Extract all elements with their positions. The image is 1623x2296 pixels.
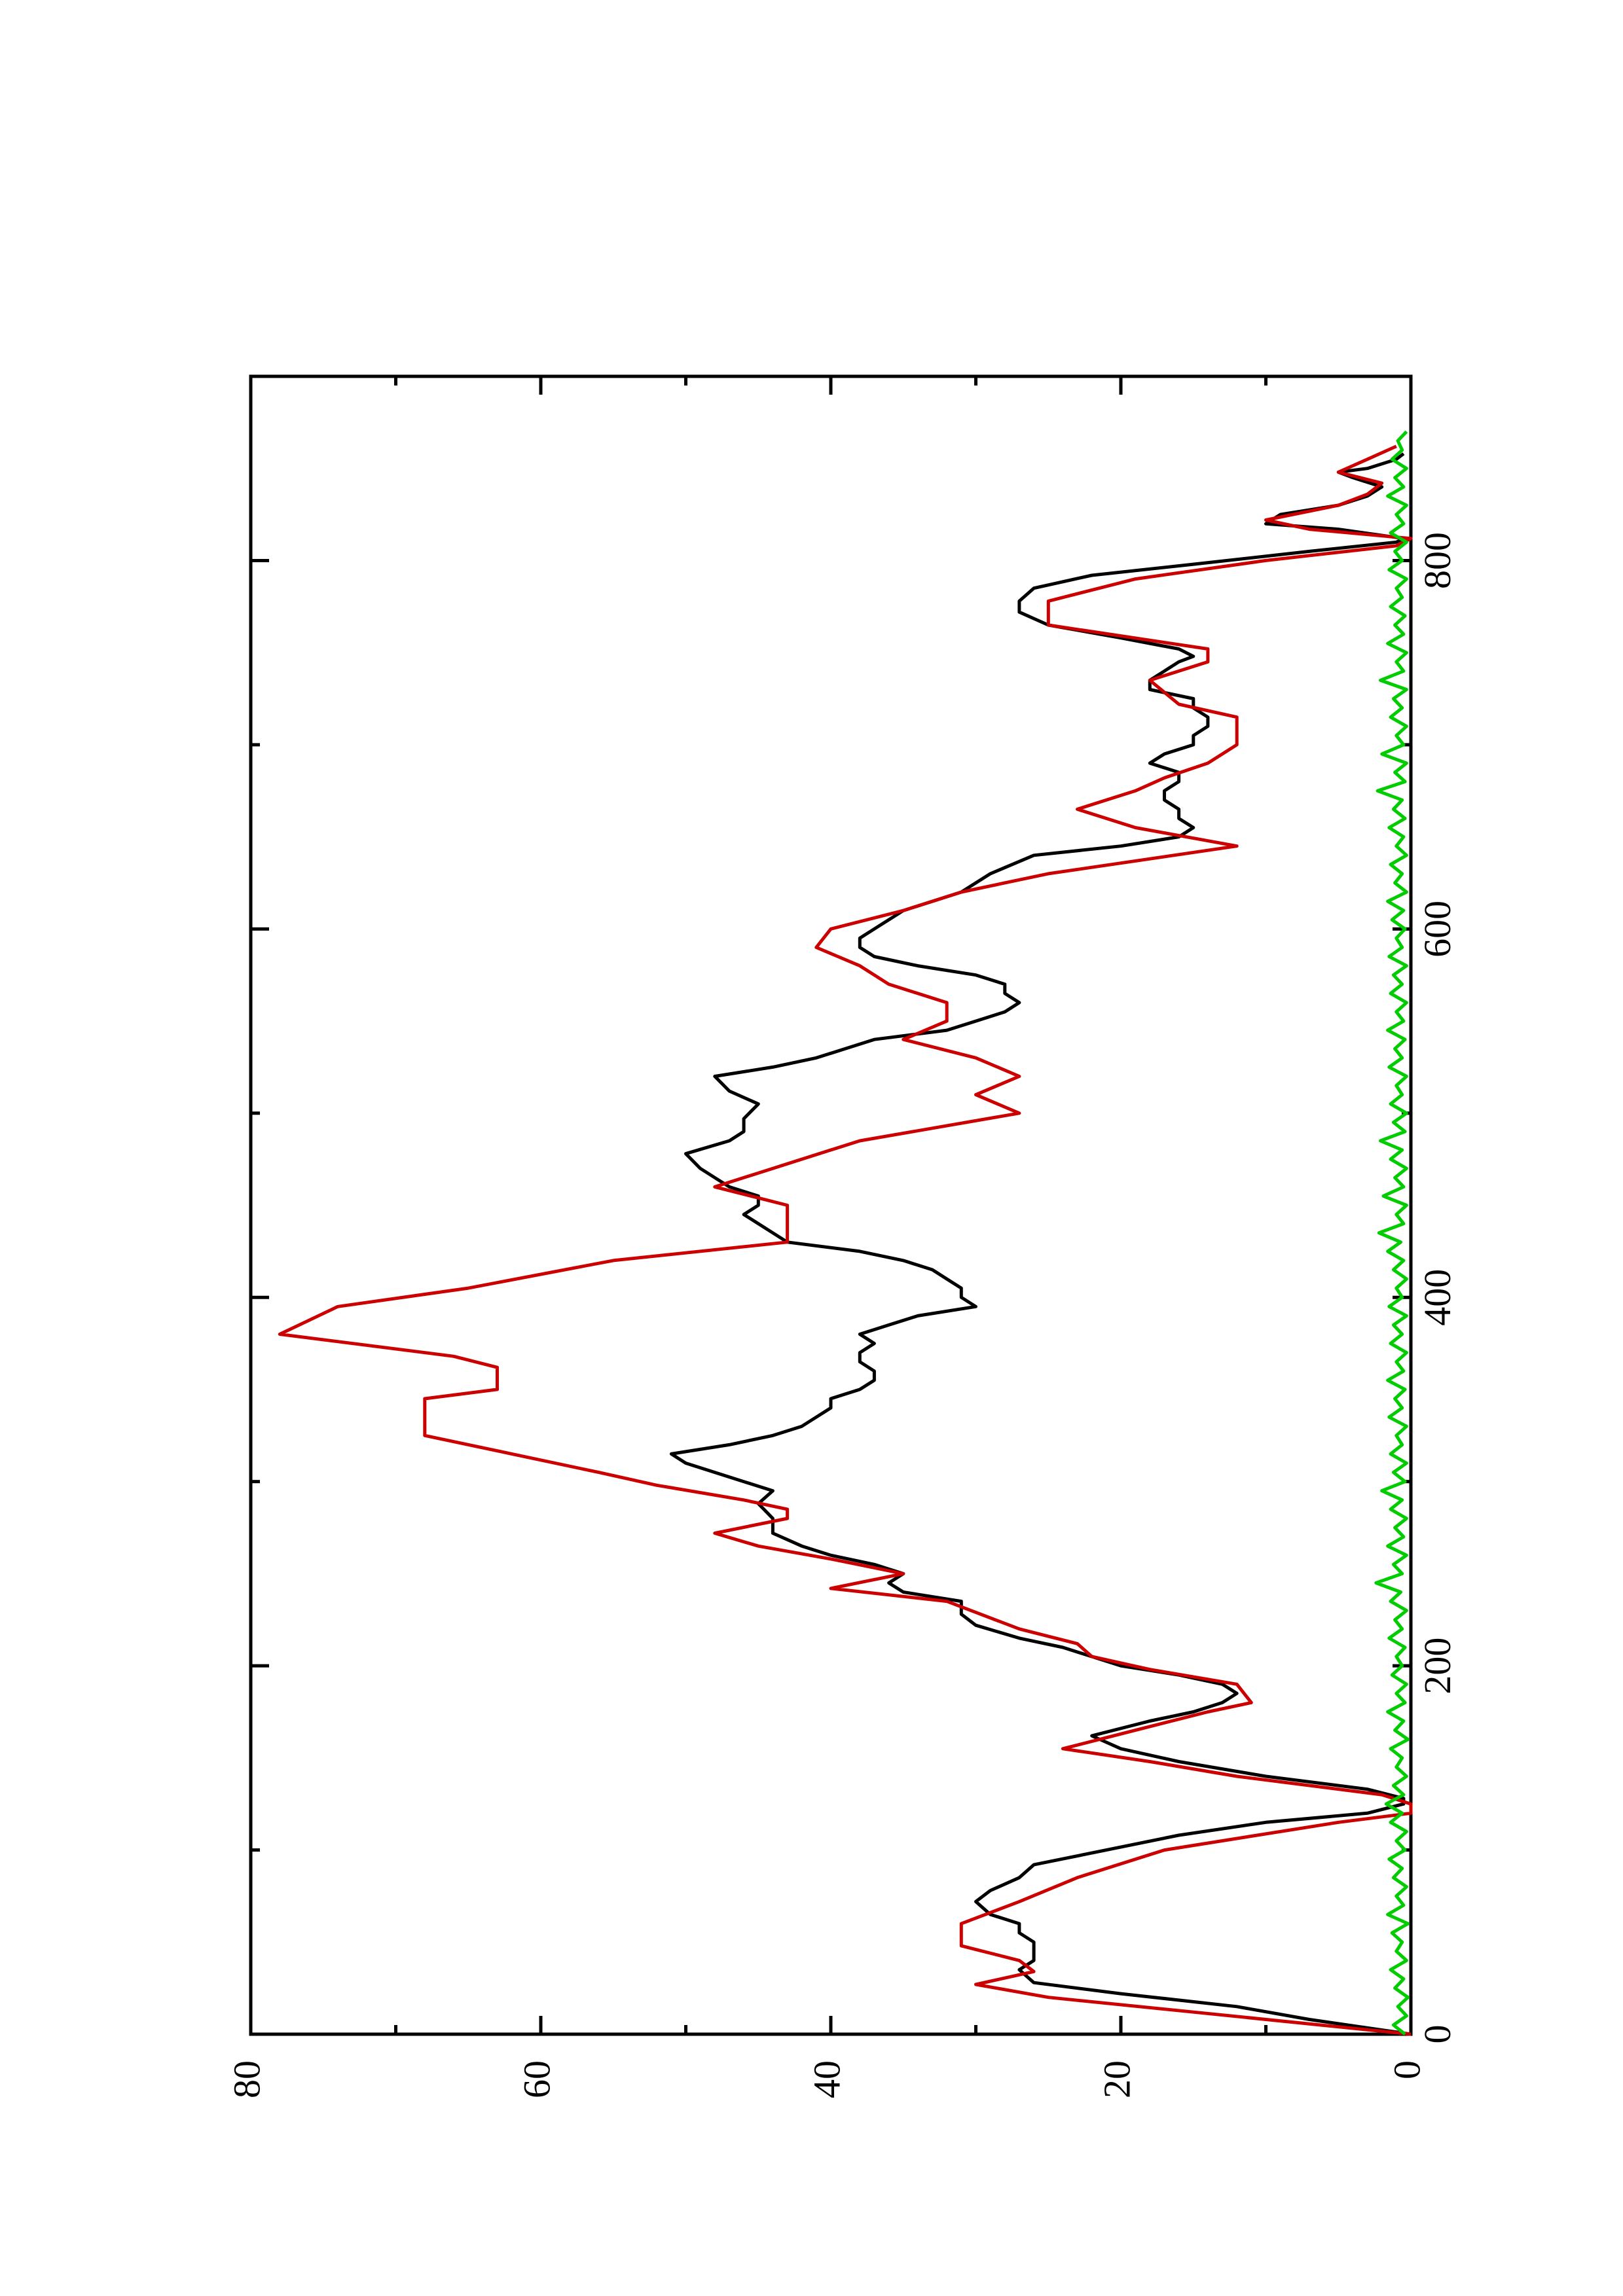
x-tick-label-200: 200 — [1416, 1638, 1459, 1695]
y-tick-label-60: 60 — [515, 2060, 558, 2098]
y-tick-label-0: 0 — [1385, 2060, 1428, 2079]
y-tick-label-20: 20 — [1095, 2060, 1138, 2098]
series-line-3 — [1374, 430, 1410, 2036]
plot-frame — [249, 374, 1413, 2036]
x-tick-label-800: 800 — [1416, 532, 1459, 589]
axis-ticks — [249, 376, 1413, 2036]
x-axis-tick-labels: 0 200 400 600 800 — [1416, 532, 1459, 2044]
x-tick-label-400: 400 — [1416, 1269, 1459, 1326]
y-tick-label-40: 40 — [805, 2060, 848, 2098]
series-line-2 — [278, 444, 1413, 2036]
series-layer — [278, 430, 1413, 2036]
x-tick-label-600: 600 — [1416, 901, 1459, 958]
y-axis-tick-labels: 0 20 40 60 80 — [225, 2060, 1428, 2098]
y-tick-label-80: 80 — [225, 2060, 268, 2098]
series-line-1 — [669, 452, 1412, 2036]
x-tick-label-0: 0 — [1416, 2025, 1459, 2044]
